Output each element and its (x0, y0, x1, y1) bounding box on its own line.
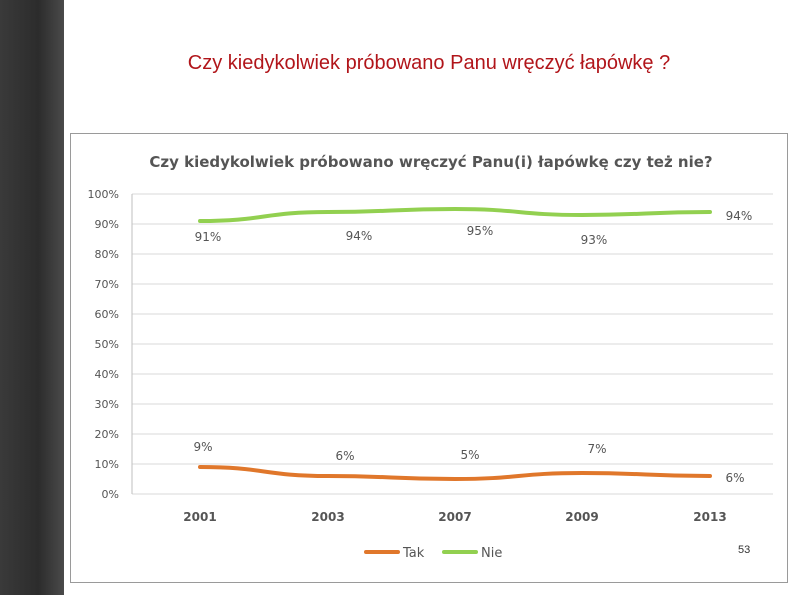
y-tick-label: 10% (95, 458, 119, 471)
y-tick-label: 0% (102, 488, 119, 501)
data-label: 95% (467, 224, 494, 238)
page-number: 53 (738, 544, 751, 556)
data-label: 7% (587, 442, 606, 456)
y-tick-label: 90% (95, 218, 119, 231)
data-label: 94% (726, 209, 753, 223)
legend-label: Nie (481, 546, 502, 561)
y-tick-label: 30% (95, 398, 119, 411)
x-axis-ticks: 2001 2003 2007 2009 2013 (183, 510, 726, 524)
x-tick-label: 2009 (565, 510, 598, 524)
data-label: 94% (346, 229, 373, 243)
grid-lines (131, 193, 773, 495)
x-tick-label: 2007 (438, 510, 471, 524)
data-labels: 9% 6% 5% 7% 6% 91% 94% 95% 93% 94% (193, 209, 752, 485)
y-tick-label: 70% (95, 278, 119, 291)
series-line-nie (198, 206, 712, 223)
legend-label: Tak (402, 546, 425, 561)
x-tick-label: 2001 (183, 510, 216, 524)
data-label: 6% (725, 471, 744, 485)
legend: Tak Nie (364, 546, 502, 561)
left-decorative-band (0, 0, 64, 595)
x-tick-label: 2003 (311, 510, 344, 524)
y-tick-label: 100% (88, 188, 119, 201)
slide-title: Czy kiedykolwiek próbowano Panu wręczyć … (187, 52, 671, 74)
chart-title: Czy kiedykolwiek próbowano wręczyć Panu(… (149, 153, 712, 171)
y-tick-label: 80% (95, 248, 119, 261)
x-tick-label: 2013 (693, 510, 726, 524)
series-lines (198, 206, 712, 482)
y-axis-ticks: 0% 10% 20% 30% 40% 50% 60% 70% 80% 90% 100% (88, 188, 119, 501)
data-label: 5% (460, 448, 479, 462)
y-tick-label: 60% (95, 308, 119, 321)
data-label: 91% (195, 230, 222, 244)
data-label: 6% (335, 449, 354, 463)
y-tick-label: 20% (95, 428, 119, 441)
series-line-tak (198, 465, 712, 482)
data-label: 9% (193, 440, 212, 454)
data-label: 93% (581, 233, 608, 247)
y-tick-label: 40% (95, 368, 119, 381)
y-tick-label: 50% (95, 338, 119, 351)
